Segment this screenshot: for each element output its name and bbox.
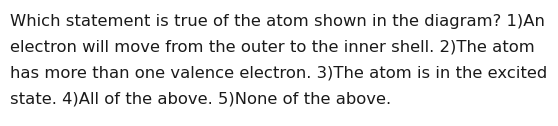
Text: state. 4)All of the above. 5)None of the above.: state. 4)All of the above. 5)None of the… — [10, 92, 391, 107]
Text: has more than one valence electron. 3)The atom is in the excited: has more than one valence electron. 3)Th… — [10, 66, 547, 81]
Text: electron will move from the outer to the inner shell. 2)The atom: electron will move from the outer to the… — [10, 40, 535, 55]
Text: Which statement is true of the atom shown in the diagram? 1)An: Which statement is true of the atom show… — [10, 14, 545, 29]
